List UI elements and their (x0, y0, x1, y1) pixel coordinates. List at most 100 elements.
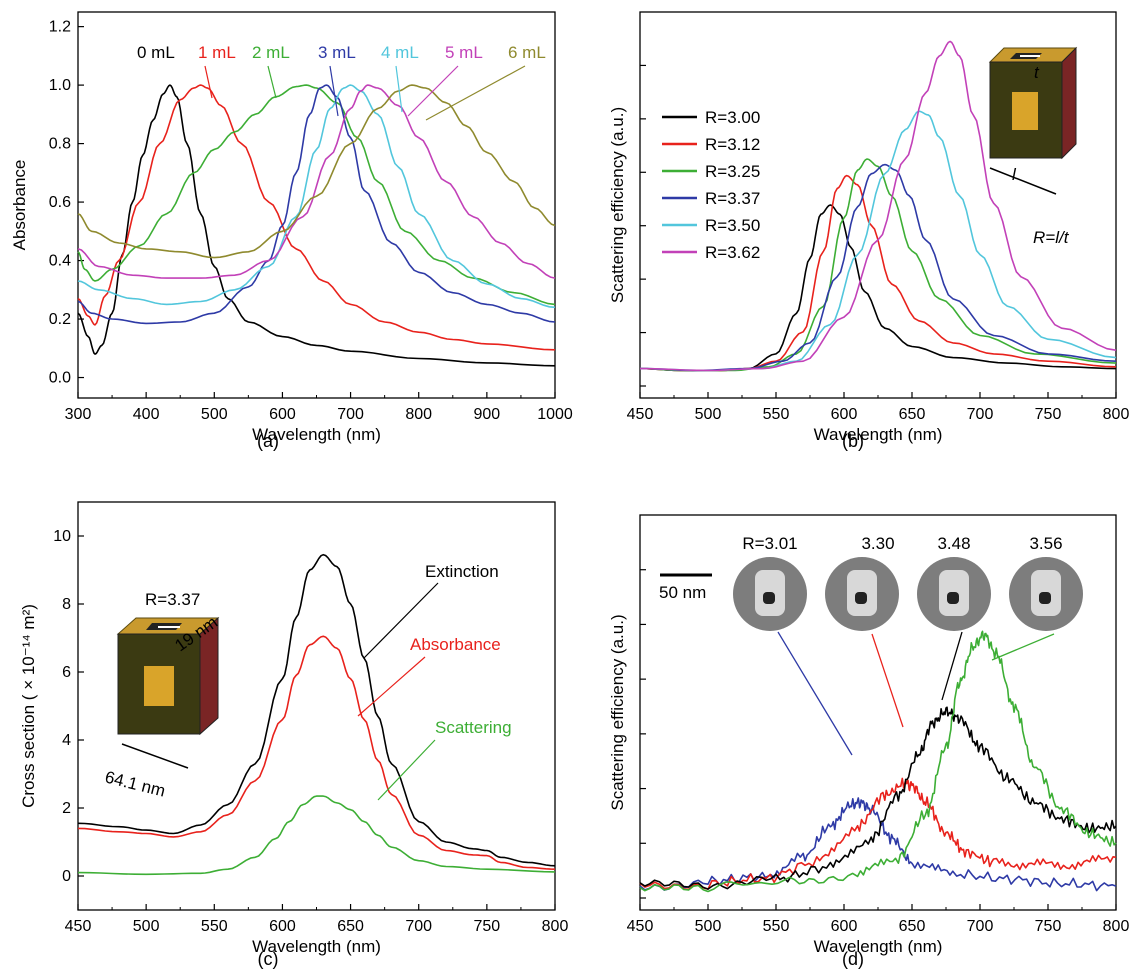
particle-label: R=3.01 (742, 534, 797, 553)
series-label: 1 mL (198, 43, 236, 62)
y-tick-label: 0 (62, 868, 71, 885)
x-axis-label: Wavelength (nm) (814, 425, 943, 444)
panel-label: (d) (842, 949, 864, 969)
length-label: 64.1 nm (103, 767, 167, 800)
panel-1: 300 400 500 600 700 800 900 1000 0.0 0.2 0.4 0.6 0.8… (10, 11, 573, 451)
series-line (77, 84, 556, 259)
series-label-pointer (329, 65, 339, 117)
series-line (639, 163, 1117, 372)
particle-image (917, 557, 991, 631)
x-tick-label: 600 (269, 406, 296, 423)
series-line (77, 84, 556, 309)
series-label-pointer (395, 65, 403, 113)
x-tick-label: 450 (65, 918, 92, 935)
x-tick-label: 550 (201, 918, 228, 935)
series-line (639, 706, 1117, 890)
series-line (639, 110, 1117, 372)
length-arrow (989, 167, 1057, 195)
y-tick-label: 6 (62, 664, 71, 681)
x-axis-label: Wavelength (nm) (252, 937, 381, 956)
x-tick-label: 600 (831, 918, 858, 935)
panel-2: 450 500 550 600 650 700 750 800 Wavelength (nm) S… (608, 11, 1130, 451)
y-axis-label: Cross section ( × 10⁻¹⁴ m²) (19, 604, 38, 808)
panel-label: (c) (258, 949, 279, 969)
y-tick-label: 1.0 (49, 77, 71, 94)
y-tick-label: 0.2 (49, 311, 71, 328)
y-axis-label: Scattering efficiency (a.u.) (608, 107, 627, 303)
series-label-pointer (357, 656, 426, 717)
x-tick-label: 800 (405, 406, 432, 423)
particle-label: 3.56 (1029, 534, 1062, 553)
series-label: 6 mL (508, 43, 546, 62)
series-label-pointer (267, 65, 277, 99)
series-label: 3 mL (318, 43, 356, 62)
series-label: Absorbance (410, 635, 501, 654)
y-tick-label: 10 (53, 528, 71, 545)
x-tick-label: 750 (1035, 406, 1062, 423)
x-tick-label: 300 (65, 406, 92, 423)
ratio-annotation: R=l/t (1033, 228, 1070, 247)
series-line (77, 553, 556, 867)
x-tick-label: 700 (405, 918, 432, 935)
particle-hole (855, 592, 867, 604)
legend-entry: R=3.00 (705, 108, 760, 127)
y-tick-label: 0.4 (49, 253, 71, 270)
cube-window (1012, 92, 1038, 130)
cube-side (1061, 46, 1077, 160)
x-tick-label: 500 (201, 406, 228, 423)
x-tick-label: 450 (627, 918, 654, 935)
x-tick-label: 800 (1103, 406, 1130, 423)
particle-hole (947, 592, 959, 604)
x-tick-label: 800 (1103, 918, 1130, 935)
x-tick-label: 500 (695, 406, 722, 423)
x-tick-label: 400 (133, 406, 160, 423)
thickness-label: t (1034, 63, 1040, 82)
y-tick-label: 2 (62, 800, 71, 817)
panel-3: 450 500 550 600 650 700 750 800 0 2 4 6 8 10 Wavelengt… (19, 501, 569, 969)
particle-hole (763, 592, 775, 604)
cube-window (144, 666, 174, 706)
legend-entry: R=3.62 (705, 243, 760, 262)
x-tick-label: 650 (899, 406, 926, 423)
legend-entry: R=3.50 (705, 216, 760, 235)
x-tick-label: 800 (542, 918, 569, 935)
y-tick-label: 0.6 (49, 194, 71, 211)
series-line (77, 84, 556, 367)
particle-image (825, 557, 899, 631)
nanoframe-illustration: tl (988, 46, 1078, 195)
x-tick-label: 700 (967, 918, 994, 935)
panel-label: (b) (842, 431, 864, 451)
x-tick-label: 550 (763, 406, 790, 423)
y-tick-label: 0.0 (49, 370, 71, 387)
series-label: 2 mL (252, 43, 290, 62)
y-tick-label: 4 (62, 732, 71, 749)
series-label: 4 mL (381, 43, 419, 62)
particle-label: 3.30 (861, 534, 894, 553)
series-line (77, 84, 556, 279)
series-line (77, 84, 556, 325)
y-tick-label: 1.2 (49, 19, 71, 36)
legend-entry: R=3.12 (705, 135, 760, 154)
y-tick-label: 8 (62, 596, 71, 613)
x-tick-label: 450 (627, 406, 654, 423)
series-line (639, 630, 1117, 893)
legend-entry: R=3.25 (705, 162, 760, 181)
series-label-pointer (425, 65, 526, 121)
x-axis-label: Wavelength (nm) (814, 937, 943, 956)
series-line (639, 40, 1117, 372)
x-tick-label: 600 (831, 406, 858, 423)
series-label-pointer (204, 65, 213, 99)
series-label: 0 mL (137, 43, 175, 62)
plot-frame (77, 11, 556, 399)
particle-image (733, 557, 807, 631)
series-label: Extinction (425, 562, 499, 581)
series-label-pointer (363, 582, 439, 659)
series-line (77, 795, 556, 876)
x-tick-label: 550 (763, 918, 790, 935)
x-tick-label: 750 (474, 918, 501, 935)
panel-label: (a) (257, 431, 279, 451)
x-tick-label: 650 (337, 918, 364, 935)
particle-hole (1039, 592, 1051, 604)
x-tick-label: 1000 (537, 406, 573, 423)
